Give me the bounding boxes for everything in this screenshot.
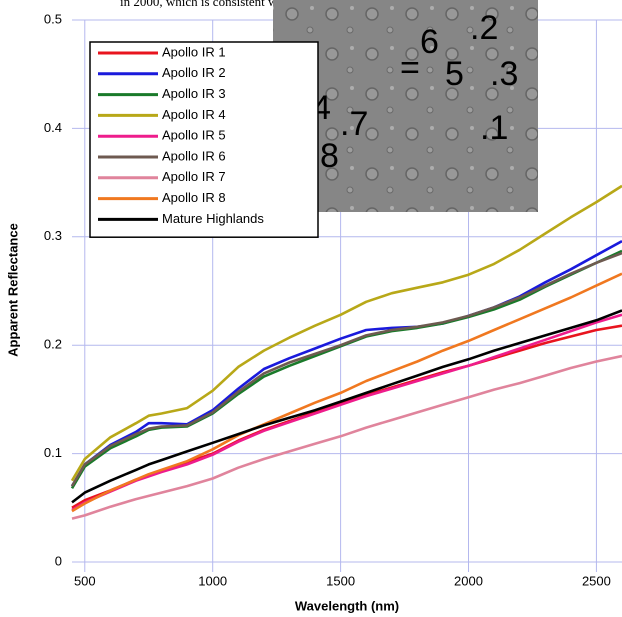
x-tick-label: 500 bbox=[74, 573, 96, 588]
inset-label: .2 bbox=[470, 9, 498, 47]
y-axis-label: Apparent Reflectance bbox=[5, 223, 20, 357]
series-line bbox=[71, 324, 622, 509]
series-line bbox=[71, 309, 622, 504]
series-line bbox=[70, 239, 622, 487]
legend-label: Apollo IR 7 bbox=[162, 169, 226, 184]
inset-label: .7 bbox=[340, 105, 368, 143]
legend-label: Apollo IR 2 bbox=[162, 65, 226, 80]
series-line bbox=[71, 272, 622, 513]
inset-label: .3 bbox=[490, 55, 518, 93]
x-tick-label: 1500 bbox=[326, 573, 355, 588]
inset-label: = bbox=[400, 49, 420, 87]
y-tick-label: 0.1 bbox=[44, 445, 62, 460]
legend-label: Apollo IR 1 bbox=[162, 44, 226, 59]
legend-label: Apollo IR 6 bbox=[162, 148, 226, 163]
series-line bbox=[71, 313, 622, 512]
plot-area: 0 0.1 0.2 0.3 0.4 0.5 500 1000 1500 2000 2500 bbox=[44, 11, 622, 588]
series-line bbox=[70, 184, 622, 482]
caption-fragment: in 2000, which is consistent with a low-… bbox=[120, 0, 397, 9]
legend-label: Apollo IR 4 bbox=[162, 107, 226, 122]
x-tick-label: 2000 bbox=[454, 573, 483, 588]
series-line bbox=[70, 251, 622, 487]
legend-label: Mature Highlands bbox=[162, 211, 264, 226]
series-line bbox=[71, 354, 622, 520]
inset-label: 5 bbox=[445, 55, 464, 93]
legend-label: Apollo IR 3 bbox=[162, 86, 226, 101]
x-axis-label: Wavelength (nm) bbox=[295, 598, 399, 613]
y-tick-label: 0.3 bbox=[44, 228, 62, 243]
x-tick-label: 2500 bbox=[582, 573, 611, 588]
legend-label: Apollo IR 5 bbox=[162, 128, 226, 143]
inset-label: 8 bbox=[320, 137, 339, 175]
y-tick-label: 0.2 bbox=[44, 337, 62, 352]
x-tick-label: 1000 bbox=[198, 573, 227, 588]
y-tick-label: 0.4 bbox=[44, 120, 62, 135]
y-tick-label: 0 bbox=[55, 553, 62, 568]
inset-label: 6 bbox=[420, 23, 439, 61]
legend-label: Apollo IR 8 bbox=[162, 190, 226, 205]
legend: Apollo IR 1 Apollo IR 2 Apollo IR 3 Apollo … bbox=[89, 41, 319, 238]
inset-label: .1 bbox=[480, 109, 508, 147]
y-tick-label: 0.5 bbox=[44, 11, 62, 26]
